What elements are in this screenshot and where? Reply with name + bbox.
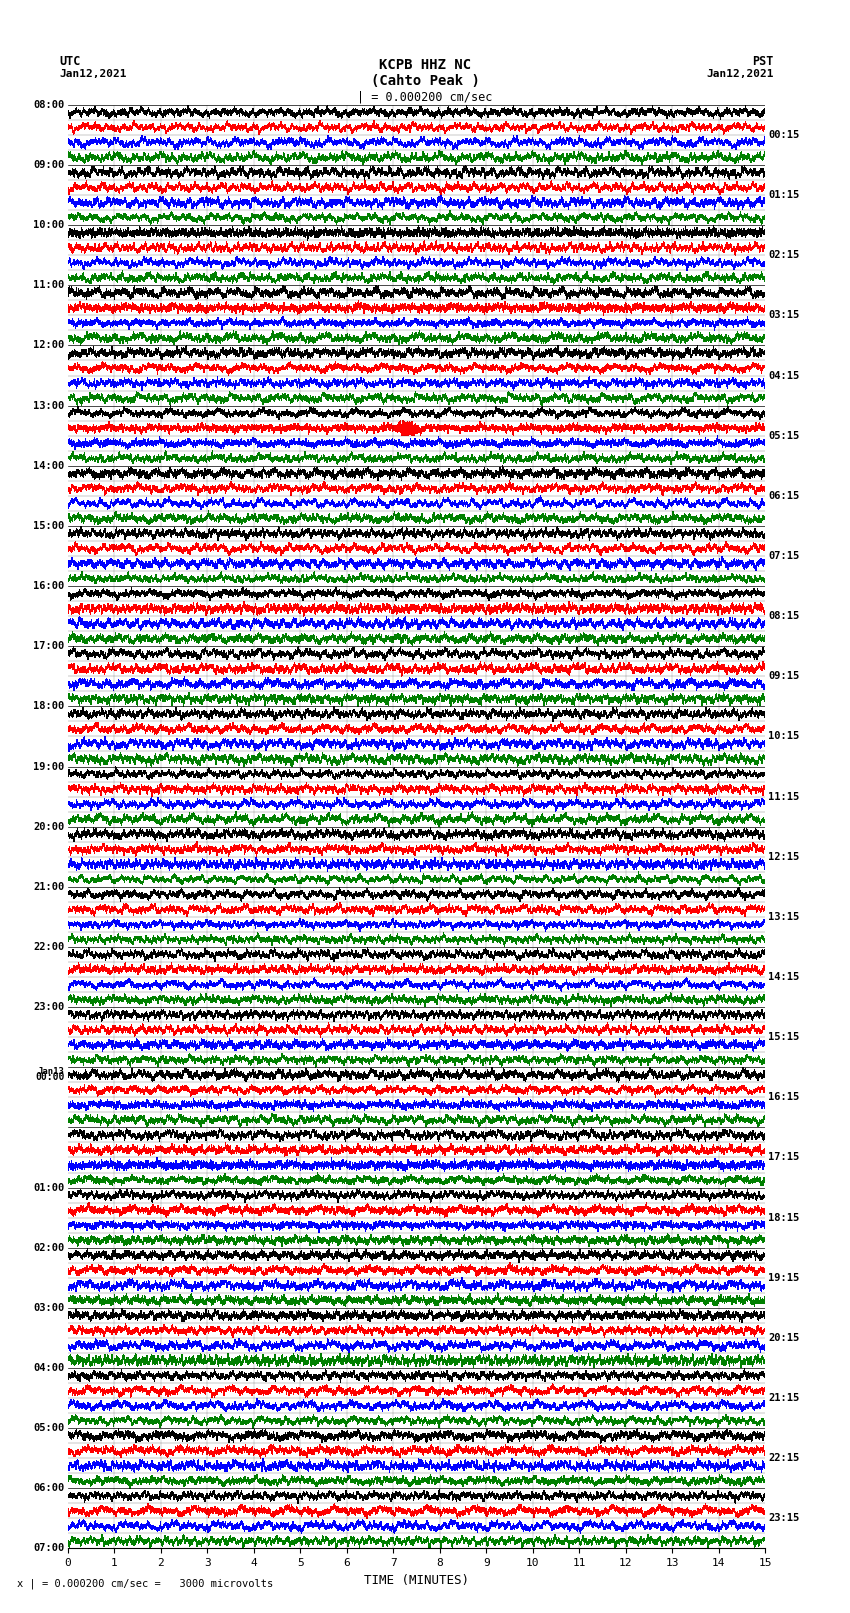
Text: x | = 0.000200 cm/sec =   3000 microvolts: x | = 0.000200 cm/sec = 3000 microvolts	[17, 1579, 273, 1589]
Text: 10:00: 10:00	[33, 219, 65, 231]
X-axis label: TIME (MINUTES): TIME (MINUTES)	[364, 1574, 469, 1587]
Text: 20:00: 20:00	[33, 821, 65, 832]
Text: 00:15: 00:15	[768, 131, 800, 140]
Text: 04:15: 04:15	[768, 371, 800, 381]
Text: 09:15: 09:15	[768, 671, 800, 681]
Text: 23:15: 23:15	[768, 1513, 800, 1523]
Text: 18:15: 18:15	[768, 1213, 800, 1223]
Text: 01:00: 01:00	[33, 1182, 65, 1192]
Text: 15:15: 15:15	[768, 1032, 800, 1042]
Text: | = 0.000200 cm/sec: | = 0.000200 cm/sec	[357, 90, 493, 103]
Text: 08:15: 08:15	[768, 611, 800, 621]
Text: KCPB HHZ NC: KCPB HHZ NC	[379, 58, 471, 71]
Text: 09:00: 09:00	[33, 160, 65, 169]
Text: 11:00: 11:00	[33, 281, 65, 290]
Text: Jan12,2021: Jan12,2021	[60, 69, 127, 79]
Text: 12:15: 12:15	[768, 852, 800, 861]
Text: 19:00: 19:00	[33, 761, 65, 771]
Text: 19:15: 19:15	[768, 1273, 800, 1282]
Text: 07:00: 07:00	[33, 1544, 65, 1553]
Text: 13:15: 13:15	[768, 911, 800, 923]
Text: 21:00: 21:00	[33, 882, 65, 892]
Text: Jan13: Jan13	[37, 1068, 65, 1076]
Text: 01:15: 01:15	[768, 190, 800, 200]
Text: PST: PST	[752, 55, 774, 68]
Text: 10:15: 10:15	[768, 731, 800, 742]
Text: 07:15: 07:15	[768, 552, 800, 561]
Text: 18:00: 18:00	[33, 702, 65, 711]
Text: 05:15: 05:15	[768, 431, 800, 440]
Text: 22:00: 22:00	[33, 942, 65, 952]
Text: (Cahto Peak ): (Cahto Peak )	[371, 74, 479, 87]
Text: 21:15: 21:15	[768, 1394, 800, 1403]
Text: 02:15: 02:15	[768, 250, 800, 260]
Text: 13:00: 13:00	[33, 400, 65, 411]
Text: 04:00: 04:00	[33, 1363, 65, 1373]
Text: 03:15: 03:15	[768, 310, 800, 321]
Text: 03:00: 03:00	[33, 1303, 65, 1313]
Text: 14:00: 14:00	[33, 461, 65, 471]
Text: 23:00: 23:00	[33, 1002, 65, 1011]
Text: 06:15: 06:15	[768, 490, 800, 500]
Text: 06:00: 06:00	[33, 1484, 65, 1494]
Text: 16:15: 16:15	[768, 1092, 800, 1102]
Text: 12:00: 12:00	[33, 340, 65, 350]
Text: 00:00: 00:00	[35, 1071, 65, 1082]
Text: 20:15: 20:15	[768, 1332, 800, 1344]
Text: UTC: UTC	[60, 55, 81, 68]
Text: 17:15: 17:15	[768, 1153, 800, 1163]
Text: 05:00: 05:00	[33, 1423, 65, 1434]
Text: 16:00: 16:00	[33, 581, 65, 590]
Text: 02:00: 02:00	[33, 1242, 65, 1253]
Text: 11:15: 11:15	[768, 792, 800, 802]
Text: 08:00: 08:00	[33, 100, 65, 110]
Text: 22:15: 22:15	[768, 1453, 800, 1463]
Text: Jan12,2021: Jan12,2021	[706, 69, 774, 79]
Text: 14:15: 14:15	[768, 973, 800, 982]
Text: 17:00: 17:00	[33, 642, 65, 652]
Text: 15:00: 15:00	[33, 521, 65, 531]
